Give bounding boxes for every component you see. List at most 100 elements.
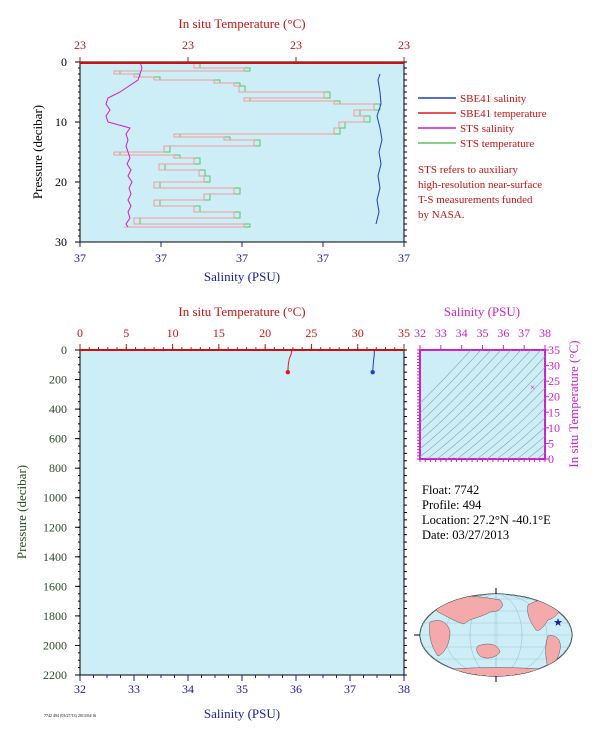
australia (476, 643, 501, 659)
location: Location: 27.2°N -40.1°E (422, 513, 551, 527)
top-tick-label: 30 (352, 326, 364, 340)
right-tick-label: 10 (548, 421, 560, 435)
legend-label: SBE41 temperature (460, 108, 547, 120)
left-tick-label: 1600 (43, 579, 67, 593)
density-contour (426, 350, 542, 459)
top-tick-label: 0 (77, 326, 83, 340)
salinity-profile-line (372, 350, 375, 373)
ts-point: × (530, 383, 535, 393)
full-profile-panel: 0 5 10 15 20 25 30 35 32 33 34 35 36 37 38 0 200 400 600 80… (14, 304, 410, 721)
left-axis-label: Pressure (decibar) (30, 105, 45, 199)
top-axis-label: Salinity (PSU) (444, 304, 520, 319)
bottom-tick-label: 37 (398, 251, 410, 265)
footer-stamp: 7742 494 (03/27/13) 2013/04/16 (44, 713, 96, 718)
top-tick-label: 23 (74, 38, 86, 52)
left-tick-label: 30 (55, 235, 67, 249)
full-profile-traces (285, 350, 375, 375)
top-tick-label: 34 (456, 326, 468, 340)
density-contour (436, 356, 545, 459)
antarctica (429, 667, 567, 676)
right-tick-label: 15 (548, 405, 560, 419)
bottom-tick-label: 35 (236, 682, 248, 696)
left-tick-label: 1800 (43, 609, 67, 623)
right-tick-label: 30 (548, 359, 560, 373)
sbe41-salinity-line (375, 73, 383, 225)
bottom-tick-label: 37 (236, 251, 248, 265)
top-tick-label: 36 (497, 326, 509, 340)
density-contour (456, 377, 545, 459)
density-contour (486, 407, 545, 459)
density-contour (420, 350, 482, 414)
greenland (549, 595, 561, 603)
left-tick-label: 2200 (43, 668, 67, 682)
temperature-profile-end (285, 369, 291, 375)
bottom-axis-label: Salinity (PSU) (204, 269, 280, 284)
float-info: Float: 7742 Profile: 494 Location: 27.2°… (422, 483, 551, 542)
density-contour (446, 366, 545, 459)
africa (429, 620, 451, 657)
top-tick-label: 33 (435, 326, 447, 340)
right-axis-label: In situ Temperature (°C) (566, 340, 581, 467)
bottom-tick-label: 37 (317, 251, 329, 265)
bottom-tick-label: 32 (74, 682, 86, 696)
note-line: high-resolution near-surface (418, 179, 542, 191)
bottom-tick-label: 33 (128, 682, 140, 696)
salinity-profile-end (370, 369, 375, 375)
left-tick-label: 400 (49, 402, 67, 416)
right-tick-label: 20 (548, 390, 560, 404)
top-tick-label: 38 (539, 326, 551, 340)
density-contour (526, 444, 545, 459)
float-position-marker: ★ (553, 617, 563, 629)
legend-label: STS temperature (460, 138, 534, 150)
bottom-axis-label: Salinity (PSU) (204, 706, 280, 721)
south-america (545, 635, 561, 669)
near-surface-panel: 23 23 23 23 37 37 37 37 37 0 10 20 30 In situ Temper… (30, 16, 547, 284)
density-contours (420, 350, 545, 459)
left-tick-label: 200 (49, 373, 67, 387)
top-tick-label: 5 (123, 326, 129, 340)
note-line: STS refers to auxiliary (418, 164, 518, 176)
left-tick-label: 0 (61, 343, 67, 357)
left-tick-label: 1000 (43, 491, 67, 505)
density-contour (496, 417, 545, 459)
left-tick-label: 1400 (43, 550, 67, 564)
full-profile-ticks: 0 5 10 15 20 25 30 35 32 33 34 35 36 37 38 0 200 400 600 80… (43, 326, 410, 696)
near-surface-traces (105, 62, 383, 228)
top-tick-label: 15 (213, 326, 225, 340)
density-contour (420, 350, 512, 441)
right-tick-label: 35 (548, 343, 560, 357)
density-contour (466, 387, 545, 459)
note-line: T-S measurements funded (418, 194, 533, 206)
left-axis-label: Pressure (decibar) (14, 465, 29, 559)
legend-label: STS salinity (460, 123, 515, 135)
density-contour (420, 350, 522, 450)
top-tick-label: 35 (398, 326, 410, 340)
left-tick-label: 2000 (43, 638, 67, 652)
note-line: by NASA. (418, 209, 465, 221)
temperature-profile-line (287, 350, 293, 373)
left-tick-label: 0 (61, 55, 67, 69)
legend-label: SBE41 salinity (460, 93, 527, 105)
density-contour (516, 435, 545, 459)
legend: SBE41 salinity SBE41 temperature STS salin… (418, 93, 547, 150)
profile-number: Profile: 494 (422, 498, 482, 512)
near-surface-ticks: 23 23 23 23 37 37 37 37 37 0 10 20 30 (55, 38, 410, 265)
sts-salinity-line (105, 62, 143, 228)
bottom-tick-label: 34 (182, 682, 194, 696)
top-tick-label: 37 (518, 326, 530, 340)
density-contour (506, 426, 545, 459)
sts-note: STS refers to auxiliary high-resolution n… (418, 164, 542, 221)
top-tick-label: 10 (167, 326, 179, 340)
plot-area (79, 349, 405, 676)
bottom-tick-label: 37 (155, 251, 167, 265)
right-tick-label: 0 (548, 452, 554, 466)
bottom-tick-label: 36 (290, 682, 302, 696)
density-contour (420, 350, 532, 458)
bottom-tick-label: 37 (74, 251, 86, 265)
density-contour (476, 397, 545, 459)
eurasia (434, 596, 503, 625)
top-tick-label: 32 (414, 326, 426, 340)
